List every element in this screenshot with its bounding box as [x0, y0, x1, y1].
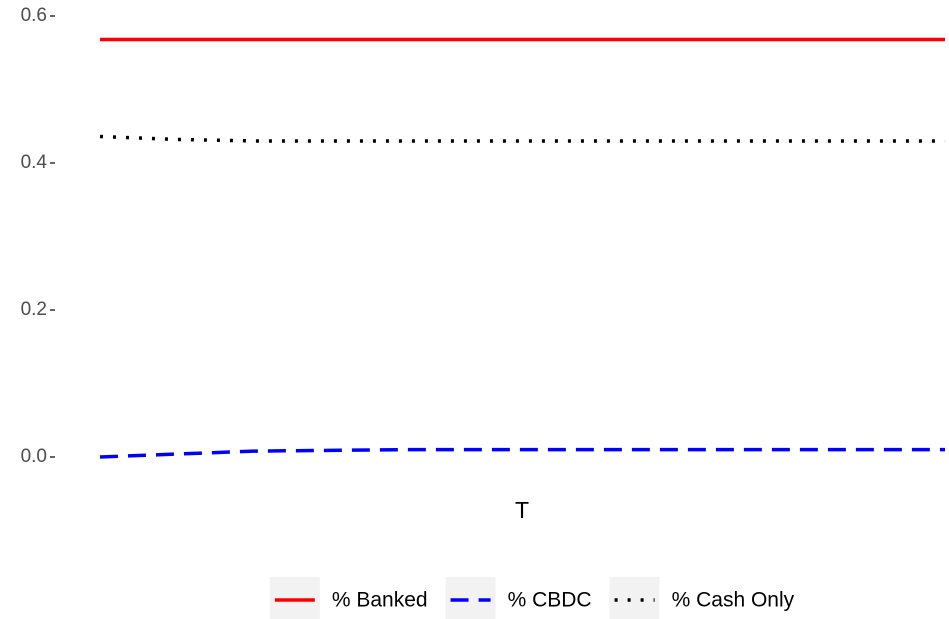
legend-label: % Cash Only [672, 589, 795, 612]
y-tick-label: 0.4 [21, 152, 48, 173]
y-tick-label: 0.2 [21, 299, 47, 320]
legend-label: % CBDC [508, 589, 592, 612]
legend-key [609, 577, 660, 619]
legend-item: % Banked [269, 577, 428, 619]
y-tick-label: 0.6 [21, 5, 47, 26]
x-axis-title: T [515, 497, 529, 523]
legend-item: % Cash Only [609, 577, 795, 619]
series-line [99, 447, 945, 459]
legend: % Banked % CBDC % Cash Only [269, 577, 795, 619]
y-tick-label: 0.0 [21, 446, 47, 467]
legend-key [445, 577, 496, 619]
legend-label: % Banked [332, 589, 428, 612]
series-line [99, 134, 945, 143]
legend-key [269, 577, 320, 619]
legend-item: % CBDC [445, 577, 592, 619]
